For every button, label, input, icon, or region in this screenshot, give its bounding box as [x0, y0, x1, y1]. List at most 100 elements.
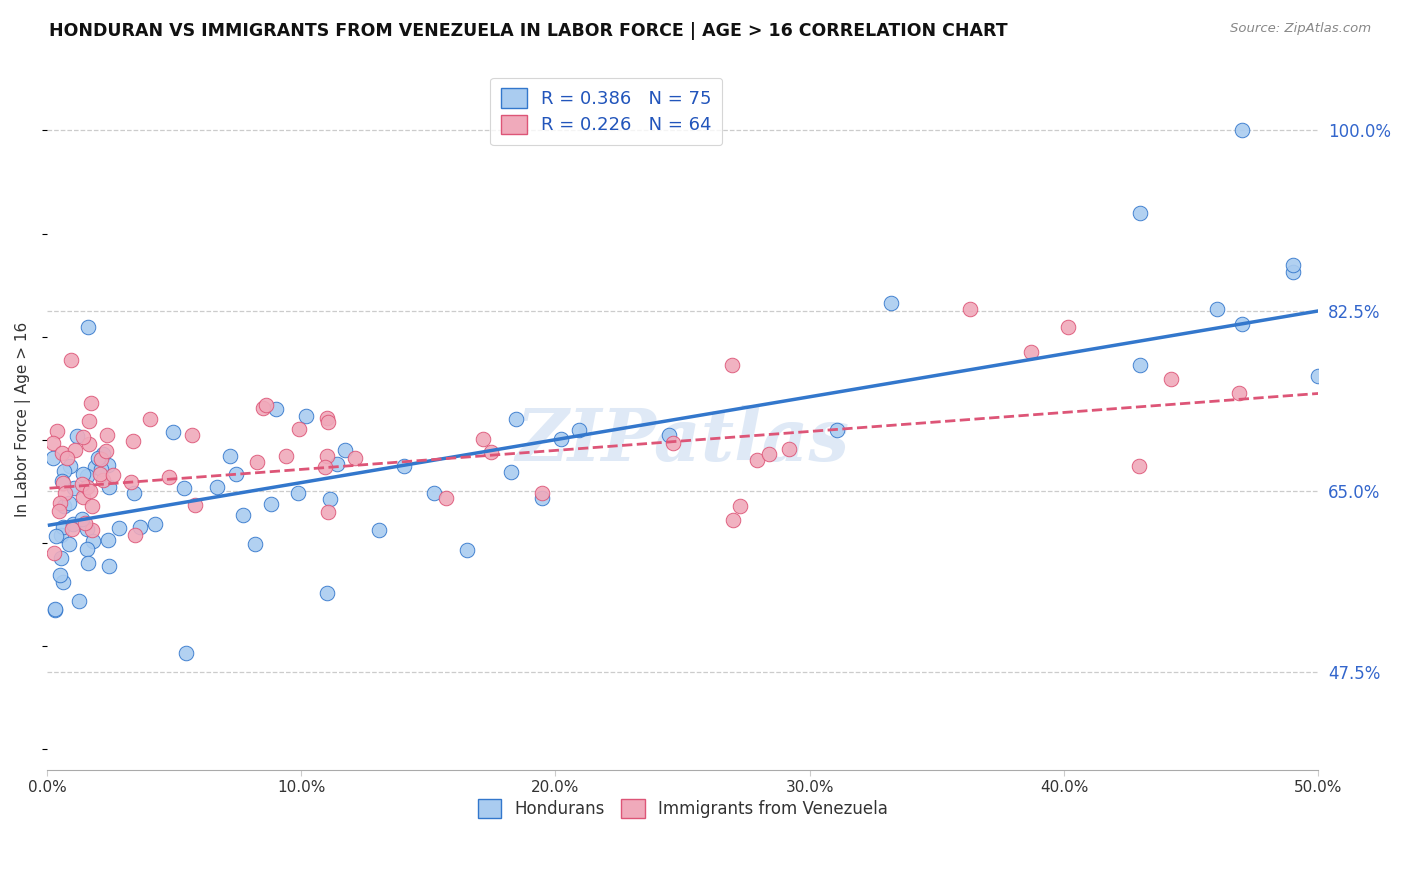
Point: [294, 409, 316, 423]
Point: [101, 468, 124, 483]
Point: [59, 352, 82, 367]
Point: [423, 485, 446, 500]
Point: [1128, 458, 1150, 473]
Point: [44, 602, 66, 616]
Point: [531, 491, 554, 506]
Point: [728, 500, 751, 514]
Point: [60, 523, 83, 537]
Point: [53, 499, 76, 513]
Point: [72, 490, 94, 504]
Point: [97, 559, 120, 574]
Point: [658, 428, 681, 442]
Point: [76, 480, 98, 494]
Point: [315, 586, 337, 600]
Point: [76, 557, 98, 571]
Point: [72, 467, 94, 482]
Point: [52, 574, 75, 589]
Point: [723, 513, 745, 527]
Point: [314, 459, 336, 474]
Point: [89, 467, 111, 481]
Point: [184, 499, 207, 513]
Point: [122, 486, 145, 500]
Point: [44, 602, 66, 616]
Point: [264, 402, 287, 417]
Point: [778, 442, 800, 456]
Point: [124, 528, 146, 542]
Point: [143, 516, 166, 531]
Point: [67, 593, 90, 607]
Point: [326, 458, 349, 472]
Point: [63, 443, 86, 458]
Point: [1129, 358, 1152, 372]
Point: [76, 542, 98, 557]
Point: [91, 447, 114, 461]
Point: [157, 470, 180, 484]
Point: [219, 450, 242, 464]
Point: [232, 508, 254, 522]
Point: [333, 442, 356, 457]
Point: [51, 474, 73, 488]
Point: [174, 646, 197, 660]
Point: [77, 414, 100, 428]
Point: [42, 435, 65, 450]
Point: [1230, 123, 1253, 137]
Point: [662, 436, 685, 450]
Point: [456, 542, 478, 557]
Point: [87, 450, 110, 465]
Point: [316, 449, 339, 463]
Point: [288, 422, 311, 436]
Point: [90, 462, 112, 476]
Point: [97, 480, 120, 494]
Point: [80, 523, 103, 537]
Point: [531, 486, 554, 500]
Point: [96, 428, 118, 442]
Point: [1019, 344, 1042, 359]
Point: [225, 467, 247, 481]
Point: [97, 458, 120, 472]
Point: [82, 499, 104, 513]
Point: [1160, 372, 1182, 386]
Point: [52, 475, 75, 490]
Point: [93, 473, 115, 487]
Y-axis label: In Labor Force | Age > 16: In Labor Force | Age > 16: [15, 322, 31, 516]
Point: [59, 459, 82, 474]
Point: [48, 504, 70, 518]
Point: [745, 453, 768, 467]
Point: [76, 469, 98, 483]
Point: [72, 429, 94, 443]
Point: [94, 444, 117, 458]
Point: [70, 511, 93, 525]
Point: [1227, 386, 1250, 401]
Point: [79, 483, 101, 498]
Point: [499, 465, 522, 479]
Text: Source: ZipAtlas.com: Source: ZipAtlas.com: [1230, 22, 1371, 36]
Point: [138, 412, 160, 426]
Point: [63, 481, 86, 495]
Point: [1230, 317, 1253, 331]
Point: [70, 476, 93, 491]
Point: [254, 398, 277, 412]
Point: [49, 568, 72, 582]
Point: [129, 520, 152, 534]
Point: [51, 551, 73, 566]
Point: [66, 428, 89, 442]
Point: [316, 505, 339, 519]
Point: [259, 497, 281, 511]
Point: [52, 464, 75, 478]
Point: [721, 358, 744, 372]
Point: [120, 475, 142, 489]
Point: [880, 296, 903, 310]
Point: [45, 529, 67, 543]
Point: [53, 486, 76, 500]
Point: [316, 415, 339, 429]
Point: [181, 428, 204, 442]
Point: [758, 447, 780, 461]
Point: [472, 432, 495, 446]
Point: [77, 437, 100, 451]
Point: [434, 491, 457, 506]
Point: [243, 537, 266, 551]
Point: [79, 396, 101, 410]
Point: [90, 452, 112, 467]
Point: [173, 481, 195, 495]
Point: [479, 444, 502, 458]
